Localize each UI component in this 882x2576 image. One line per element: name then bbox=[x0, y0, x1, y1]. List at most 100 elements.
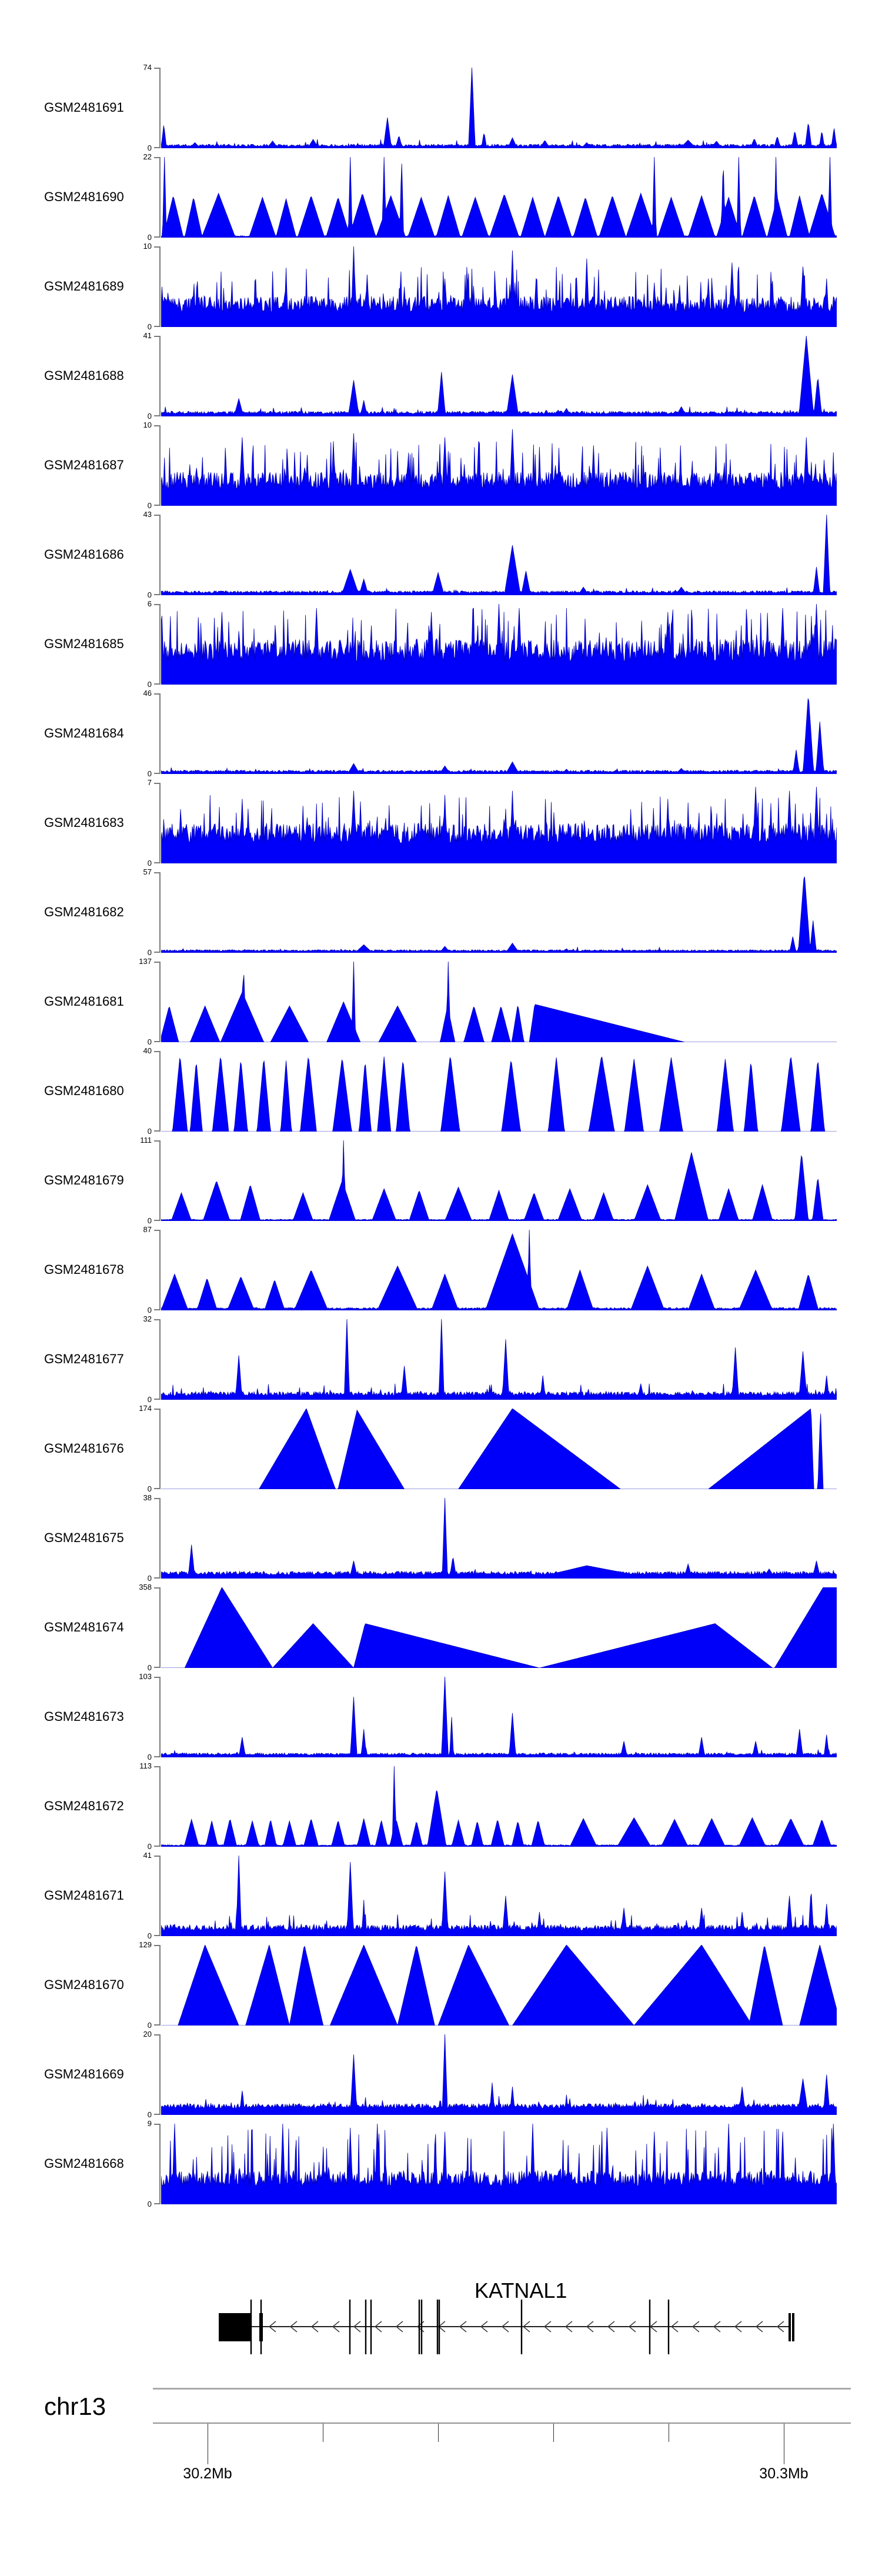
track-row: GSM2481682 57 0 bbox=[0, 863, 882, 957]
y-axis-line bbox=[159, 68, 161, 148]
strand-direction-arrow-icon bbox=[459, 2321, 467, 2333]
signal-area-chart bbox=[161, 1587, 837, 1668]
track-row: GSM2481679 111 0 bbox=[0, 1132, 882, 1225]
y-axis-line bbox=[159, 1140, 161, 1221]
exon-tick bbox=[649, 2300, 651, 2354]
axis-zero-value: 0 bbox=[147, 1306, 152, 1314]
y-axis-top-tick bbox=[154, 1409, 161, 1410]
track-row: GSM2481673 103 0 bbox=[0, 1668, 882, 1761]
axis-zero-value: 0 bbox=[147, 859, 152, 867]
axis-max-value: 6 bbox=[147, 599, 152, 608]
y-axis-bottom-tick bbox=[154, 2114, 161, 2115]
y-axis-line bbox=[159, 1945, 161, 2026]
sample-label: GSM2481683 bbox=[44, 815, 124, 830]
terminal-exon-box bbox=[219, 2313, 252, 2341]
axis-zero-value: 0 bbox=[147, 680, 152, 689]
y-axis-bottom-tick bbox=[154, 773, 161, 774]
y-axis-top-tick bbox=[154, 1051, 161, 1052]
y-axis-top-tick bbox=[154, 2124, 161, 2125]
strand-direction-arrow-icon bbox=[755, 2321, 763, 2333]
sample-label: GSM2481691 bbox=[44, 100, 124, 115]
axis-zero-value: 0 bbox=[147, 322, 152, 331]
signal-area-chart bbox=[161, 1766, 837, 1847]
y-axis-bottom-tick bbox=[154, 1846, 161, 1847]
y-axis-bottom-tick bbox=[154, 1935, 161, 1936]
y-axis-line bbox=[159, 693, 161, 774]
y-axis-line bbox=[159, 783, 161, 863]
track-row: GSM2481686 43 0 bbox=[0, 506, 882, 599]
signal-area-chart bbox=[161, 786, 837, 863]
y-axis-top-tick bbox=[154, 246, 161, 248]
axis-max-value: 10 bbox=[143, 242, 152, 251]
sample-label: GSM2481670 bbox=[44, 1977, 124, 1992]
axis-max-value: 9 bbox=[147, 2119, 152, 2128]
y-axis-bottom-tick bbox=[154, 1667, 161, 1668]
track-row: GSM2481668 9 0 bbox=[0, 2115, 882, 2208]
signal-area-chart bbox=[161, 515, 837, 595]
track-row: GSM2481670 129 0 bbox=[0, 1936, 882, 2030]
sample-label: GSM2481671 bbox=[44, 1888, 124, 1903]
exon-tick bbox=[436, 2300, 439, 2354]
axis-zero-value: 0 bbox=[147, 1395, 152, 1404]
track-row: GSM2481678 87 0 bbox=[0, 1221, 882, 1314]
gene-model-diagram bbox=[219, 2300, 794, 2354]
axis-max-value: 113 bbox=[139, 1761, 152, 1770]
y-axis-bottom-tick bbox=[154, 326, 161, 327]
sample-label: GSM2481673 bbox=[44, 1709, 124, 1724]
y-axis-bottom-tick bbox=[154, 2024, 161, 2026]
y-axis-bottom-tick bbox=[154, 1041, 161, 1042]
sample-label: GSM2481685 bbox=[44, 636, 124, 651]
track-row: GSM2481685 6 0 bbox=[0, 595, 882, 689]
sample-label: GSM2481677 bbox=[44, 1352, 124, 1366]
y-axis-bottom-tick bbox=[154, 1309, 161, 1310]
y-axis-line bbox=[159, 1319, 161, 1400]
y-axis-line bbox=[159, 1677, 161, 1757]
axis-zero-value: 0 bbox=[147, 1753, 152, 1761]
sample-label: GSM2481672 bbox=[44, 1798, 124, 1813]
y-axis-bottom-tick bbox=[154, 1130, 161, 1132]
axis-zero-value: 0 bbox=[147, 233, 152, 242]
sample-label: GSM2481675 bbox=[44, 1530, 124, 1545]
y-axis-top-tick bbox=[154, 962, 161, 963]
axis-zero-value: 0 bbox=[147, 1574, 152, 1583]
signal-area-chart bbox=[161, 1498, 837, 1579]
exon-tick bbox=[370, 2300, 372, 2354]
signal-area-chart bbox=[161, 1230, 837, 1310]
y-axis-bottom-tick bbox=[154, 1488, 161, 1489]
y-axis-bottom-tick bbox=[154, 952, 161, 953]
y-axis-bottom-tick bbox=[154, 505, 161, 506]
gene-name-label: KATNAL1 bbox=[475, 2278, 567, 2303]
strand-direction-arrow-icon bbox=[734, 2321, 742, 2333]
axis-max-value: 32 bbox=[143, 1314, 152, 1323]
track-row: GSM2481669 20 0 bbox=[0, 2026, 882, 2119]
y-axis-top-tick bbox=[154, 1945, 161, 1946]
track-row: GSM2481690 22 0 bbox=[0, 148, 882, 242]
signal-area-chart bbox=[161, 1856, 837, 1936]
strand-direction-arrow-icon bbox=[268, 2321, 276, 2333]
sample-label: GSM2481678 bbox=[44, 1262, 124, 1277]
strand-direction-arrow-icon bbox=[776, 2321, 784, 2333]
y-axis-line bbox=[159, 1051, 161, 1132]
exon-tick bbox=[418, 2300, 420, 2354]
signal-area-chart bbox=[161, 246, 837, 327]
y-axis-line bbox=[159, 2124, 161, 2204]
exon-tick bbox=[438, 2300, 440, 2354]
y-axis-line bbox=[159, 1856, 161, 1936]
y-axis-line bbox=[159, 604, 161, 685]
axis-zero-value: 0 bbox=[147, 590, 152, 599]
y-axis-top-tick bbox=[154, 1856, 161, 1857]
sample-label: GSM2481690 bbox=[44, 189, 124, 204]
y-axis-bottom-tick bbox=[154, 2203, 161, 2204]
axis-zero-value: 0 bbox=[147, 1842, 152, 1851]
y-axis-top-tick bbox=[154, 872, 161, 873]
axis-zero-value: 0 bbox=[147, 1216, 152, 1225]
track-row: GSM2481681 137 0 bbox=[0, 953, 882, 1046]
signal-area-chart bbox=[161, 1677, 837, 1757]
y-axis-top-tick bbox=[154, 693, 161, 695]
y-axis-top-tick bbox=[154, 1319, 161, 1320]
track-row: GSM2481684 46 0 bbox=[0, 685, 882, 778]
strand-direction-arrow-icon bbox=[564, 2321, 573, 2333]
y-axis-bottom-tick bbox=[154, 236, 161, 238]
track-row: GSM2481680 40 0 bbox=[0, 1042, 882, 1136]
exon-tick bbox=[365, 2300, 367, 2354]
